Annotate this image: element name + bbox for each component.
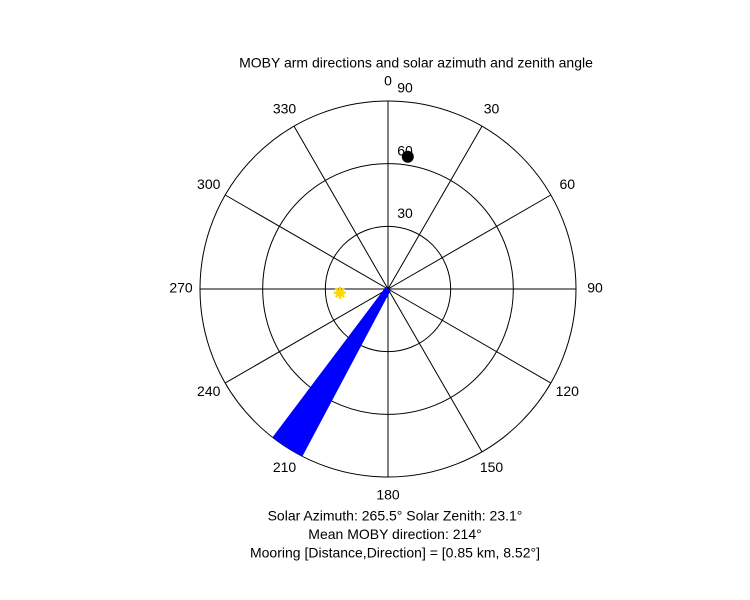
theta-tick-label: 30	[484, 100, 500, 116]
theta-tick-label: 330	[273, 100, 297, 116]
sun-star-stroke	[334, 287, 346, 298]
r-tick-label: 30	[397, 205, 413, 221]
grid-spoke	[387, 288, 552, 384]
grid-spoke	[387, 194, 552, 290]
theta-tick-label: 0	[384, 73, 392, 89]
annotation: Mean MOBY direction: 214°	[308, 526, 481, 542]
grid-spoke	[387, 288, 483, 453]
grid-spoke	[387, 125, 483, 290]
annotation: Mooring [Distance,Direction] = [0.85 km,…	[250, 545, 540, 561]
annotation: Solar Azimuth: 265.5° Solar Zenith: 23.1…	[268, 508, 523, 524]
grid-spoke	[293, 125, 389, 290]
mooring-position	[401, 150, 414, 163]
grid-spoke	[224, 288, 389, 384]
sun-position	[333, 286, 346, 299]
chart-title: MOBY arm directions and solar azimuth an…	[239, 55, 593, 71]
theta-tick-label: 180	[376, 487, 400, 503]
arm-direction	[272, 287, 391, 441]
theta-tick-label: 120	[556, 383, 580, 399]
theta-tick-label: 210	[273, 459, 297, 475]
theta-tick-label: 150	[480, 459, 504, 475]
r-tick-label: 90	[397, 80, 413, 96]
grid-spoke	[224, 194, 389, 290]
theta-tick-label: 300	[197, 176, 221, 192]
theta-tick-label: 60	[559, 176, 575, 192]
theta-tick-label: 270	[169, 280, 193, 296]
theta-tick-label: 90	[587, 280, 603, 296]
theta-tick-label: 240	[197, 383, 221, 399]
